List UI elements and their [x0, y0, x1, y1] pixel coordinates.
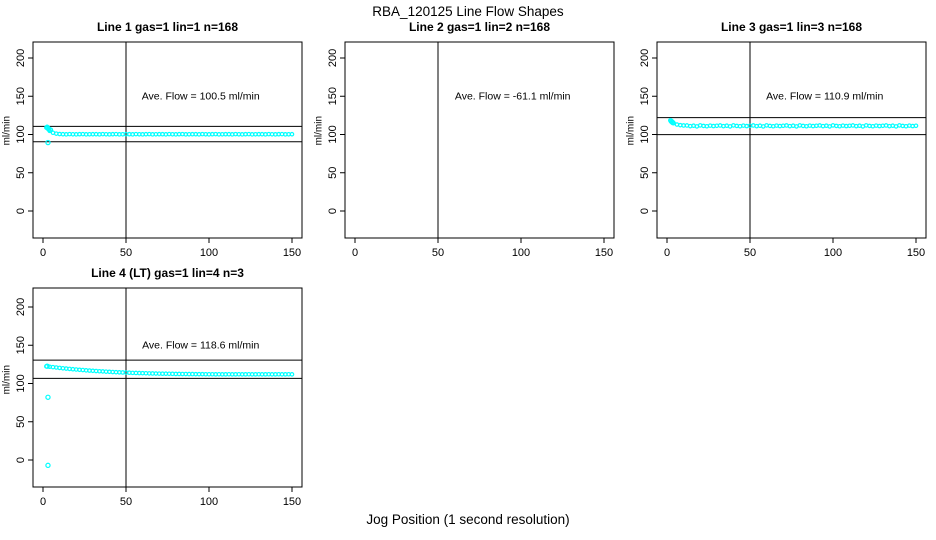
subplot-1: Line 1 gas=1 lin=1 n=168 0 50 100 150 0 50 100 1…: [2, 20, 303, 259]
data-point: [913, 123, 919, 129]
ave-flow-annotation: Ave. Flow = -61.1 ml/min: [455, 90, 571, 102]
y-tick-label: 100: [639, 125, 651, 143]
plot-frame: [344, 41, 615, 239]
ave-flow-annotation: Ave. Flow = 110.9 ml/min: [766, 90, 883, 102]
x-tick-label: 0: [664, 247, 670, 259]
y-axis-label: ml/min: [626, 116, 637, 145]
subplot-3: Line 3 gas=1 lin=3 n=168 0 50 100 150 0 50 100 1…: [626, 20, 927, 259]
y-tick-label: 200: [327, 49, 339, 67]
main-title: RBA_120125 Line Flow Shapes: [372, 4, 564, 19]
y-axis-label: ml/min: [314, 116, 325, 145]
x-tick-label: 150: [283, 496, 301, 508]
ave-flow-annotation: Ave. Flow = 100.5 ml/min: [142, 90, 260, 102]
data-point-outlier: [47, 127, 54, 133]
x-tick-label: 0: [352, 247, 358, 259]
plot-title: Line 1 gas=1 lin=1 n=168: [97, 20, 238, 34]
y-tick-label: 150: [639, 87, 651, 105]
y-tick-label: 200: [639, 49, 651, 67]
plot-title: Line 3 gas=1 lin=3 n=168: [721, 20, 862, 34]
plot-title: Line 2 gas=1 lin=2 n=168: [409, 20, 550, 34]
y-tick-label: 0: [15, 208, 27, 214]
plot-frame: [656, 41, 927, 239]
y-tick-label: 100: [15, 125, 27, 143]
y-tick-label: 150: [15, 336, 27, 354]
x-tick-label: 50: [120, 496, 132, 508]
data-points: [668, 118, 919, 129]
y-axis-label: ml/min: [2, 365, 13, 394]
y-axis-label: ml/min: [2, 116, 13, 145]
y-tick-label: 50: [639, 167, 651, 179]
y-tick-label: 0: [327, 208, 339, 214]
data-point-outlier: [670, 119, 676, 126]
x-tick-label: 150: [595, 247, 613, 259]
x-tick-label: 150: [283, 247, 301, 259]
data-points: [44, 363, 295, 469]
x-tick-label: 100: [200, 496, 218, 508]
subplot-4: Line 4 (LT) gas=1 lin=4 n=3 0 50 100 150 0 50 1…: [2, 266, 303, 508]
data-point: [289, 131, 295, 137]
y-tick-label: 50: [15, 167, 27, 179]
y-tick-label: 200: [15, 298, 27, 316]
x-tick-label: 100: [200, 247, 218, 259]
data-point: [289, 372, 295, 377]
x-tick-label: 100: [512, 247, 530, 259]
shared-x-axis-label: Jog Position (1 second resolution): [366, 512, 570, 527]
plot-frame: [32, 41, 303, 239]
x-tick-label: 100: [824, 247, 842, 259]
x-tick-label: 0: [40, 247, 46, 259]
plot-title: Line 4 (LT) gas=1 lin=4 n=3: [91, 266, 244, 280]
y-tick-label: 0: [639, 208, 651, 214]
x-tick-label: 50: [744, 247, 756, 259]
y-tick-label: 100: [15, 374, 27, 392]
y-tick-label: 50: [327, 167, 339, 179]
data-point-outlier: [45, 394, 51, 400]
x-tick-label: 50: [432, 247, 444, 259]
x-tick-label: 50: [120, 247, 132, 259]
y-tick-label: 50: [15, 416, 27, 428]
y-tick-label: 0: [15, 457, 27, 463]
subplot-2: Line 2 gas=1 lin=2 n=168 0 50 100 150 0 50 100 1…: [314, 20, 615, 259]
x-tick-label: 0: [40, 496, 46, 508]
y-tick-label: 150: [15, 87, 27, 105]
y-tick-label: 150: [327, 87, 339, 105]
data-points: [44, 124, 295, 146]
y-tick-label: 100: [327, 125, 339, 143]
data-point-outlier: [45, 139, 51, 146]
x-tick-label: 150: [907, 247, 925, 259]
data-point-outlier: [45, 462, 51, 469]
y-tick-label: 200: [15, 49, 27, 67]
plot-frame: [32, 287, 303, 488]
ave-flow-annotation: Ave. Flow = 118.6 ml/min: [142, 339, 259, 351]
data-point-outlier: [44, 363, 50, 369]
